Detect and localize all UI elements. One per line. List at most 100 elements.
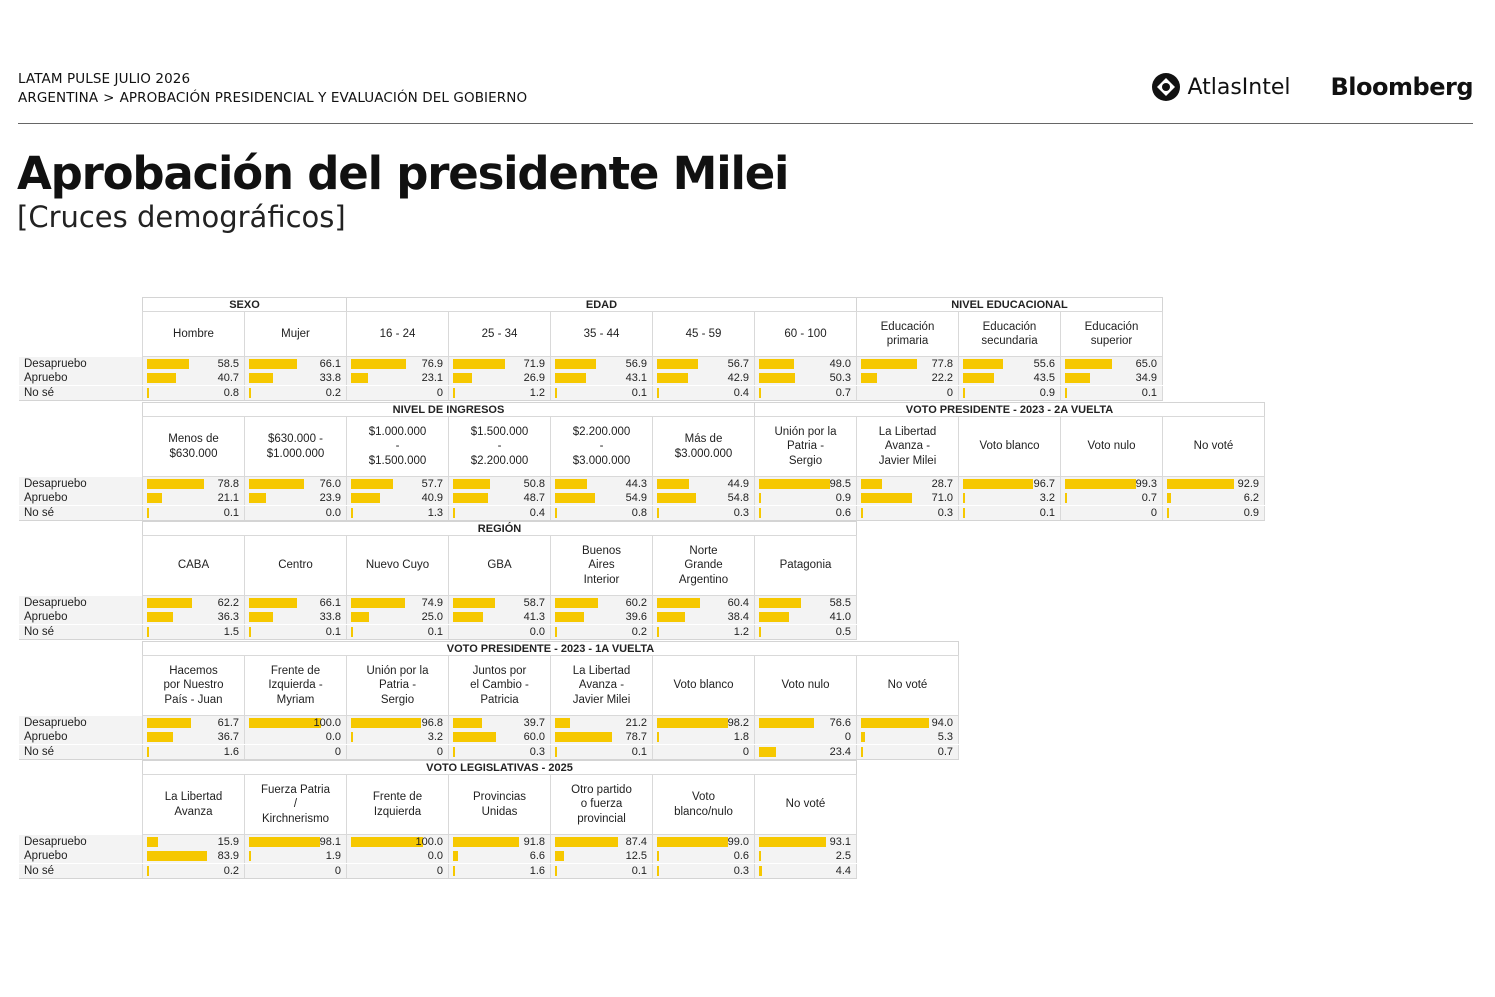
column-header: 45 - 59 <box>652 311 755 357</box>
value-bar <box>555 865 557 876</box>
value-bar <box>147 598 192 608</box>
data-cell: 1.6 <box>142 744 245 759</box>
value-label: 54.8 <box>727 492 749 505</box>
data-cell: 60.4 <box>652 596 755 610</box>
atlasintel-logo: AtlasIntel <box>1151 72 1291 102</box>
value-bar <box>351 612 369 623</box>
value-label: 66.1 <box>319 358 341 370</box>
column-header-line: Avanza - <box>578 679 625 692</box>
data-cell: 96.8 <box>346 716 449 730</box>
column-header: La Libertad Avanza <box>142 774 245 835</box>
row-label: Desapruebo <box>19 835 142 849</box>
column-header-label: Frente de Izquierda - Myriam <box>268 664 322 708</box>
value-label: 76.6 <box>829 717 851 729</box>
column-header: 60 - 100 <box>754 311 857 357</box>
data-cell: 2.5 <box>754 849 857 864</box>
value-bar <box>147 359 190 369</box>
value-label: 0.6 <box>835 506 851 519</box>
value-label: 0.9 <box>835 492 851 505</box>
column-header-line: Juntos por <box>472 664 527 677</box>
value-label: 4.4 <box>835 864 851 877</box>
column-header: Norte Grande Argentino <box>652 535 755 596</box>
data-cell: 74.9 <box>346 596 449 610</box>
column-header: Juntos por el Cambio - Patricia <box>448 655 551 716</box>
row-label: Apruebo <box>19 491 142 506</box>
column-header: $2.200.000 - $3.000.000 <box>550 416 653 477</box>
value-label: 38.4 <box>727 611 749 624</box>
column-header: La Libertad Avanza - Javier Milei <box>550 655 653 716</box>
value-label: 91.8 <box>523 836 545 848</box>
row-label: No sé <box>19 624 142 639</box>
value-label: 60.0 <box>523 731 545 744</box>
column-header-label: $2.200.000 - $3.000.000 <box>573 425 631 469</box>
value-bar <box>1065 359 1112 369</box>
group-header: VOTO PRESIDENTE - 2023 - 2A VUELTA <box>754 402 1265 416</box>
value-label: 0.8 <box>631 506 647 519</box>
group-header: REGIÓN <box>142 521 857 535</box>
column-header-label: 45 - 59 <box>686 327 722 342</box>
value-bar <box>555 387 557 398</box>
value-bar <box>351 732 354 743</box>
value-label: 0.1 <box>631 386 647 399</box>
column-header-line: $630.000 - <box>268 433 323 445</box>
value-label: 56.7 <box>727 358 749 370</box>
column-header-line: Sergio <box>380 693 415 706</box>
column-header: Hombre <box>142 311 245 357</box>
data-cell: 56.7 <box>652 357 755 371</box>
data-cell: 44.3 <box>550 477 653 491</box>
value-label: 23.4 <box>829 745 851 758</box>
column-header-line: Voto nulo <box>781 679 830 692</box>
column-header-line: GBA <box>487 559 512 572</box>
value-label: 48.7 <box>523 492 545 505</box>
column-header-label: Más de $3.000.000 <box>675 432 733 461</box>
value-bar <box>657 387 659 398</box>
column-header-line: Patagonia <box>779 559 832 572</box>
column-header-line: $1.000.000 <box>266 447 325 460</box>
value-label: 100.0 <box>415 836 443 848</box>
value-bar <box>453 746 455 757</box>
row-label: Apruebo <box>19 610 142 625</box>
value-label: 33.8 <box>319 611 341 624</box>
value-bar <box>147 626 149 637</box>
data-cell: 50.3 <box>754 371 857 386</box>
value-label: 78.7 <box>625 731 647 744</box>
value-bar <box>555 626 557 637</box>
column-header-line: Nuevo Cuyo <box>365 559 430 572</box>
data-cell: 0.4 <box>448 505 551 520</box>
value-label: 0.2 <box>325 386 341 399</box>
column-header-line: 35 - 44 <box>583 327 620 340</box>
value-label: 96.7 <box>1033 478 1055 490</box>
data-cell: 0 <box>652 744 755 759</box>
value-label: 36.3 <box>217 611 239 624</box>
value-label: 58.5 <box>829 597 851 609</box>
data-cell: 0.1 <box>958 505 1061 520</box>
column-header-label: Voto nulo <box>782 678 830 693</box>
value-label: 25.0 <box>421 611 443 624</box>
atlasintel-wordmark: AtlasIntel <box>1187 74 1291 100</box>
value-bar <box>1167 479 1234 489</box>
data-cell: 36.7 <box>142 730 245 745</box>
column-header-line: Javier Milei <box>572 693 631 706</box>
data-cell: 38.4 <box>652 610 755 625</box>
column-header-line: Hacemos <box>169 664 218 677</box>
value-bar <box>1167 493 1172 504</box>
data-cell: 71.0 <box>856 491 959 506</box>
value-bar <box>249 373 274 384</box>
column-header: GBA <box>448 535 551 596</box>
data-cell: 58.7 <box>448 596 551 610</box>
value-label: 60.2 <box>625 597 647 609</box>
column-header: Voto blanco <box>652 655 755 716</box>
data-cell: 6.6 <box>448 849 551 864</box>
data-cell: 87.4 <box>550 835 653 849</box>
value-bar <box>147 507 149 518</box>
data-cell: 1.8 <box>652 730 755 745</box>
value-bar <box>453 865 455 876</box>
value-label: 1.2 <box>733 625 749 638</box>
data-cell: 50.8 <box>448 477 551 491</box>
value-bar <box>759 718 815 728</box>
column-header-label: Juntos por el Cambio - Patricia <box>470 664 529 708</box>
value-label: 40.7 <box>217 372 239 385</box>
data-cell: 40.9 <box>346 491 449 506</box>
row-label: No sé <box>19 385 142 400</box>
data-cell: 55.6 <box>958 357 1061 371</box>
